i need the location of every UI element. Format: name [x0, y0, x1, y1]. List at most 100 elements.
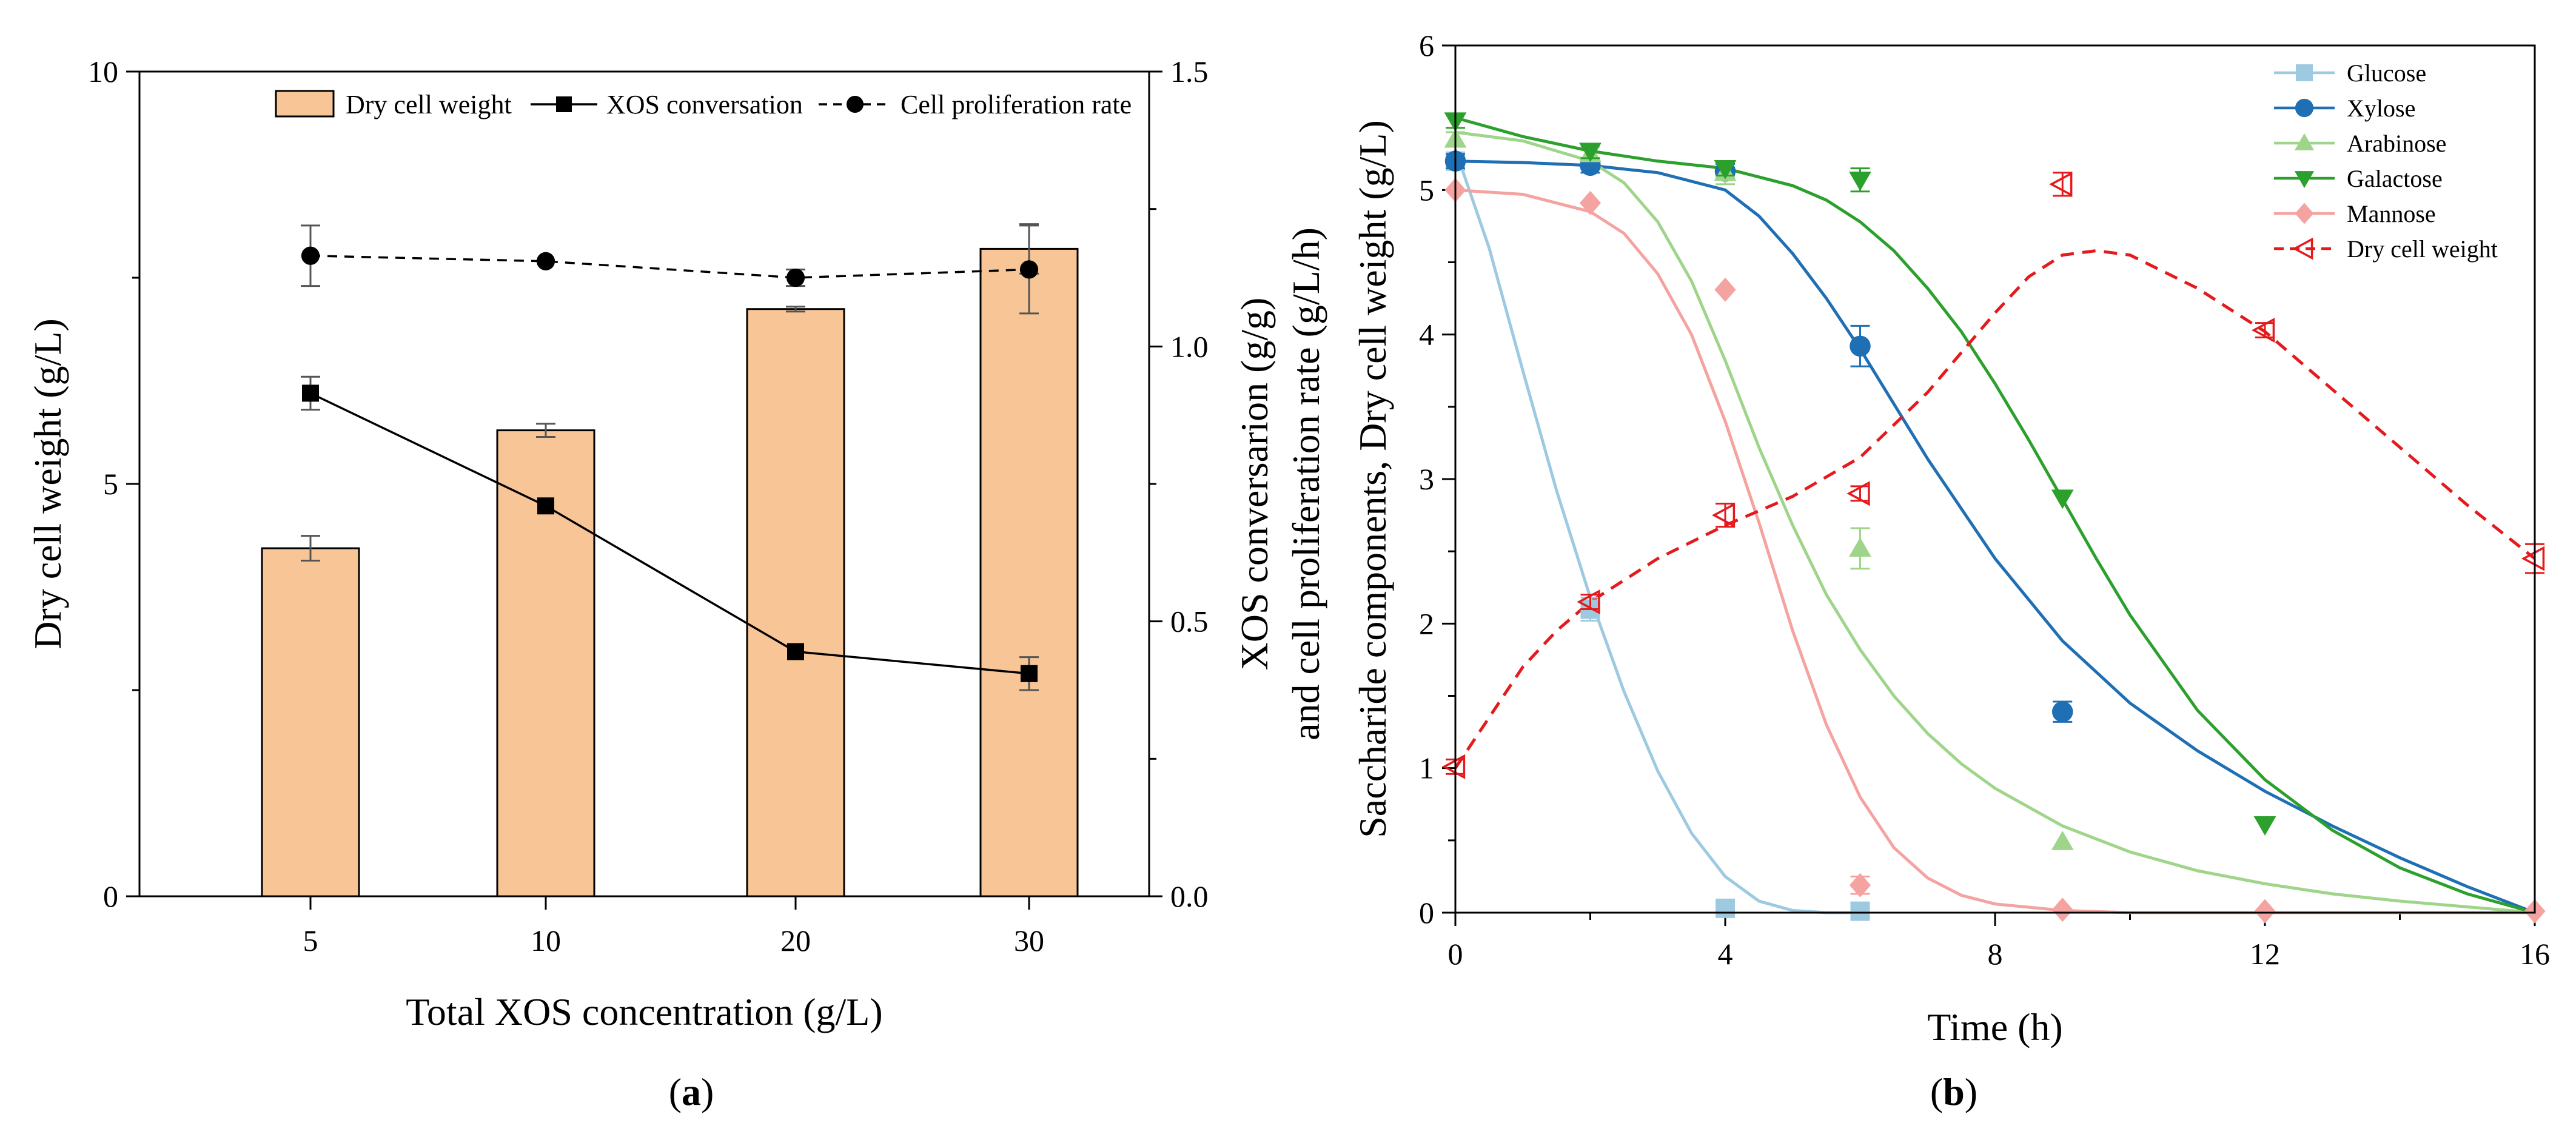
panel-b-mannose-point-9 — [2051, 897, 2073, 922]
panel-b-x-tick-label: 0 — [1448, 937, 1463, 971]
panel-b-galactose-point-9 — [2051, 489, 2074, 509]
panel-a-legend-swatch-bar — [275, 90, 335, 118]
panel-a-left-tick-label: 10 — [88, 55, 118, 89]
panel-b-x-tick-label: 8 — [1988, 937, 2003, 971]
panel-a-right-tick-label: 0.0 — [1170, 879, 1209, 913]
panel-b-dry-cell-weight-point-0 — [1441, 754, 1466, 779]
panel-a-cell-proliferation-rate-point-20 — [786, 268, 805, 287]
panel-b-dry-cell-weight-error-4 — [1716, 503, 1735, 528]
panel-a-x-tick-label: 20 — [780, 924, 811, 958]
panel-b-mannose-point-2 — [1579, 190, 1602, 215]
panel-b-label-letter: b — [1943, 1070, 1965, 1113]
panel-a-y2-axis-title-line1: XOS conversarion (g/g) — [1233, 298, 1276, 671]
panel-b-plot-frame — [1454, 44, 2536, 914]
panel-b-dry-cell-weight-point-2 — [1577, 589, 1600, 615]
panel-a-xos-conversation-point-30 — [1021, 665, 1038, 682]
panel-a-bar-5 — [261, 547, 360, 897]
panel-a-y2-axis-title-line2: and cell proliferation rate (g/L/h) — [1284, 227, 1327, 740]
panel-a-x-tick-label: 5 — [303, 924, 318, 958]
panel-b-glucose-point-6 — [1850, 901, 1870, 921]
panel-b-mannose-point-4 — [1714, 277, 1736, 302]
panel-b-arabinose-point-9 — [2051, 830, 2074, 850]
panel-b-legend-marker-galactose — [2294, 171, 2315, 189]
panel-a-label-letter: a — [682, 1070, 701, 1113]
panel-b-curve-glucose — [1454, 149, 1860, 914]
panel-b-curve-galactose — [1455, 116, 2535, 914]
panel-b-y-tick-label: 2 — [1419, 606, 1434, 640]
panel-b-label-close: ) — [1965, 1070, 1977, 1113]
panel-b-xylose-point-9 — [2051, 701, 2073, 722]
panel-a-legend-label-xos: XOS conversation — [606, 90, 803, 119]
panel-b-xylose-point-6 — [1850, 335, 1871, 357]
panel-b-dry-cell-weight-point-12 — [2251, 317, 2275, 343]
panel-b-legend-label-dry-cell-weight: Dry cell weight — [2347, 235, 2498, 263]
panel-b-curve-dry-cell-weight — [1454, 249, 2536, 770]
panel-b-y-tick-label: 6 — [1419, 29, 1434, 62]
panel-b-legend: Glucose Xylose Arabinose Galactose Mannose Dr… — [2274, 59, 2498, 263]
panel-a-bar-20 — [746, 308, 845, 897]
panel-b-curve-arabinose — [1455, 130, 2535, 914]
panel-a-xos-conversation-point-5 — [302, 384, 319, 402]
panel-b-arabinose-point-6 — [1849, 537, 1871, 557]
panel-b-y-tick-label: 0 — [1419, 896, 1434, 930]
panel-b-x-tick-label: 4 — [1718, 937, 1733, 971]
panel-a-chart: 0 5 10 0.0 0.5 1.0 1.5 5 10 20 30 Dry cell weight XO… — [26, 55, 1327, 1113]
panel-a-cell-proliferation-rate-point-10 — [536, 252, 555, 270]
panel-a-x-tick-label: 10 — [531, 924, 561, 958]
panel-a-legend-label-bar: Dry cell weight — [346, 90, 512, 119]
panel-b-y-tick-label: 5 — [1419, 173, 1434, 207]
panel-b-x-tick-label: 16 — [2520, 937, 2550, 971]
panel-b-dry-cell-weight-point-6 — [1846, 481, 1870, 506]
panel-b-glucose-point-4 — [1716, 898, 1735, 918]
panel-b-mannose-point-6 — [1849, 873, 1871, 897]
panel-a-bar-30 — [979, 247, 1079, 897]
panel-a-xos-conversation-point-20 — [787, 643, 804, 660]
panel-b-legend-label-glucose: Glucose — [2347, 59, 2426, 87]
panel-b-dry-cell-weight-point-9 — [2049, 172, 2073, 197]
panel-a-xos-conversation-point-10 — [537, 497, 554, 515]
panel-b-legend-marker-dry-cell-weight — [2292, 237, 2313, 260]
panel-a-right-tick-label: 1.5 — [1170, 55, 1209, 89]
panel-a-cell-proliferation-rate-point-5 — [301, 246, 320, 265]
panel-a-line-cell-proliferation-rate — [310, 254, 1030, 279]
panel-b-galactose-point-2 — [1579, 143, 1602, 163]
panel-b-x-axis-title: Time (h) — [1927, 1005, 2062, 1048]
panel-b-y-tick-label: 1 — [1419, 751, 1434, 785]
panel-b-label: (b) — [1930, 1070, 1977, 1113]
panel-a-legend: Dry cell weight XOS conversation Cell prol… — [275, 90, 1132, 119]
panel-b-galactose-point-12 — [2253, 816, 2276, 836]
panel-a-cell-proliferation-rate-point-30 — [1019, 260, 1039, 279]
panel-b-y-axis-title: Saccharide components, Dry cell weight (… — [1351, 120, 1394, 838]
panel-b-dry-cell-weight-point-16 — [2521, 546, 2545, 571]
panel-a-label-open: ( — [669, 1070, 682, 1113]
panel-b-dry-cell-weight-error-9 — [2053, 172, 2073, 197]
panel-b-galactose-point-6 — [1849, 172, 1871, 192]
panel-a-right-tick-label: 0.5 — [1170, 605, 1209, 639]
panel-a-legend-marker-rate — [846, 95, 864, 113]
panel-a-right-tick-label: 1.0 — [1170, 329, 1209, 363]
panel-b-y-tick-label: 4 — [1419, 318, 1434, 352]
panel-b-legend-marker-glucose — [2296, 64, 2313, 81]
panel-b-dry-cell-weight-point-4 — [1711, 503, 1736, 528]
panel-a-legend-label-rate: Cell proliferation rate — [901, 90, 1132, 119]
panel-a-legend-marker-xos — [556, 96, 572, 112]
panel-b-galactose-point-4 — [1714, 159, 1737, 179]
panel-b-legend-label-galactose: Galactose — [2347, 165, 2443, 192]
panel-b-legend-marker-xylose — [2295, 98, 2314, 118]
panel-b-legend-label-arabinose: Arabinose — [2347, 130, 2446, 157]
panel-a-bar-error-5 — [301, 535, 320, 562]
panel-a-y-axis-title: Dry cell weight (g/L) — [26, 318, 69, 649]
panel-b-legend-marker-arabinose — [2294, 133, 2315, 150]
panel-a-label-close: ) — [701, 1070, 714, 1113]
panel-b-x-tick-label: 12 — [2250, 937, 2280, 971]
panel-a-left-tick-label: 0 — [103, 879, 118, 913]
panel-b-y-tick-label: 3 — [1419, 462, 1434, 496]
panel-a-left-tick-label: 5 — [103, 467, 118, 501]
panel-a-x-tick-label: 30 — [1014, 924, 1044, 958]
panel-b-legend-label-xylose: Xylose — [2347, 95, 2415, 122]
panel-b-legend-label-mannose: Mannose — [2347, 200, 2436, 227]
panel-a-x-axis-title: Total XOS concentration (g/L) — [406, 990, 882, 1033]
panel-a-bar-error-20 — [786, 306, 805, 313]
